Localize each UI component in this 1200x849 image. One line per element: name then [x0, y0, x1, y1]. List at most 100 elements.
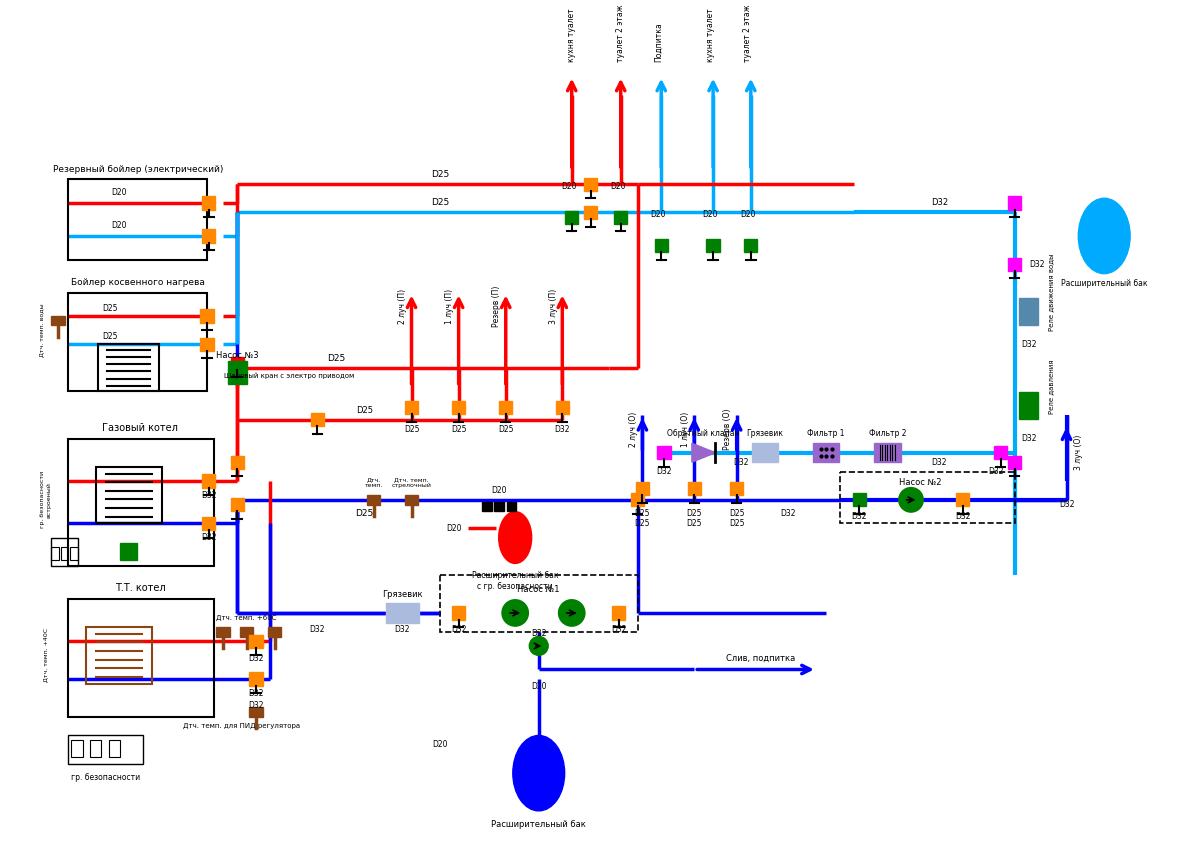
Bar [614, 211, 628, 223]
Text: D32: D32 [852, 512, 866, 521]
Bar [452, 401, 466, 414]
Bar [67, 179, 206, 260]
Text: D25: D25 [356, 406, 373, 415]
Bar [200, 338, 214, 351]
Text: D32: D32 [1058, 500, 1074, 509]
Text: Резерв (П): Резерв (П) [492, 286, 502, 328]
Bar [203, 196, 216, 210]
Text: D25: D25 [431, 199, 449, 207]
Text: Насос №2: Насос №2 [899, 478, 942, 487]
Text: Т.Т. котел: Т.Т. котел [115, 583, 166, 593]
Text: D25: D25 [102, 332, 118, 341]
Text: D32: D32 [248, 654, 264, 663]
Bar [631, 493, 644, 507]
Bar [96, 467, 162, 523]
Text: D25: D25 [431, 170, 449, 179]
Bar [612, 606, 625, 620]
Bar [269, 627, 282, 637]
Circle shape [558, 599, 584, 626]
Text: Дтч. темп. воды: Дтч. темп. воды [40, 303, 44, 357]
Text: Реле движения воды: Реле движения воды [1048, 254, 1054, 331]
Text: D32: D32 [554, 424, 570, 434]
Bar [730, 482, 743, 495]
Bar [203, 229, 216, 243]
Circle shape [502, 599, 528, 626]
Text: Дтч. темп. +40С: Дтч. темп. +40С [43, 628, 48, 683]
Circle shape [899, 487, 923, 512]
Text: Фильтр 2: Фильтр 2 [869, 430, 906, 438]
Bar [385, 603, 419, 623]
Text: Газовый котел: Газовый котел [102, 423, 178, 433]
Bar [71, 740, 83, 757]
Bar [1008, 196, 1021, 210]
Bar [203, 517, 216, 530]
Bar [707, 239, 720, 252]
Text: D32: D32 [202, 491, 217, 499]
Bar [956, 493, 970, 507]
Bar [240, 627, 253, 637]
Text: 1 луч (О): 1 луч (О) [680, 412, 690, 447]
Text: 3 луч (О): 3 луч (О) [1074, 435, 1084, 470]
Bar [120, 543, 137, 560]
Bar [250, 672, 263, 685]
Text: D20: D20 [530, 682, 546, 691]
Text: D20: D20 [112, 188, 127, 197]
Bar [499, 401, 512, 414]
Text: Дтч. темп. для ПИД регулятора: Дтч. темп. для ПИД регулятора [184, 723, 300, 729]
Text: D32: D32 [202, 533, 217, 542]
Text: туалет 2 этаж: туалет 2 этаж [617, 4, 625, 62]
Text: Фильтр 1: Фильтр 1 [808, 430, 845, 438]
Bar [655, 239, 668, 252]
Polygon shape [692, 443, 715, 462]
Ellipse shape [499, 512, 532, 564]
Text: Дтч. темп. +60С: Дтч. темп. +60С [216, 615, 277, 621]
Text: Грязевик: Грязевик [382, 589, 422, 599]
Text: D32: D32 [310, 626, 325, 634]
Text: Дтч. темп.
стрелочный: Дтч. темп. стрелочный [391, 477, 432, 488]
Text: D25: D25 [403, 424, 419, 434]
Bar [67, 439, 214, 565]
Text: Подпитка: Подпитка [654, 22, 662, 62]
Text: D32: D32 [1021, 434, 1037, 443]
Text: D25: D25 [498, 424, 514, 434]
Text: D32: D32 [1021, 340, 1037, 349]
Text: D32: D32 [931, 458, 947, 467]
Ellipse shape [512, 735, 565, 811]
Bar [1019, 392, 1038, 419]
Bar [367, 495, 380, 504]
Bar [71, 547, 78, 560]
Text: D25: D25 [728, 519, 744, 528]
Bar [67, 293, 206, 391]
Text: D32: D32 [248, 700, 264, 710]
Text: D25: D25 [635, 509, 650, 518]
Bar [439, 576, 637, 632]
Text: с гр. безопасности: с гр. безопасности [478, 582, 553, 591]
Text: Реле давления: Реле давления [1048, 359, 1054, 414]
Bar [506, 502, 516, 511]
Text: Расширительный бак: Расширительный бак [491, 820, 586, 829]
Text: Грязевик: Грязевик [746, 430, 784, 438]
Bar [751, 443, 778, 462]
Text: D25: D25 [635, 519, 650, 528]
Bar [852, 493, 865, 507]
Bar [86, 627, 152, 683]
Bar [636, 482, 649, 495]
Text: D32: D32 [955, 512, 971, 521]
Bar [98, 345, 160, 391]
Text: D32: D32 [530, 629, 546, 638]
Text: D20: D20 [492, 486, 506, 495]
Bar [452, 606, 466, 620]
Text: 1 луч (П): 1 луч (П) [445, 289, 454, 324]
Bar [812, 443, 839, 462]
Text: D25: D25 [326, 354, 346, 363]
Bar [404, 401, 418, 414]
Bar [840, 471, 1015, 523]
Text: D20: D20 [432, 740, 448, 750]
Text: гр. безопасности: гр. безопасности [71, 773, 139, 783]
Text: D32: D32 [733, 458, 749, 467]
Text: D32: D32 [1028, 260, 1044, 269]
Bar [67, 599, 214, 717]
Bar [230, 357, 244, 370]
Text: 2 луч (П): 2 луч (П) [397, 289, 407, 324]
Bar [230, 456, 244, 469]
